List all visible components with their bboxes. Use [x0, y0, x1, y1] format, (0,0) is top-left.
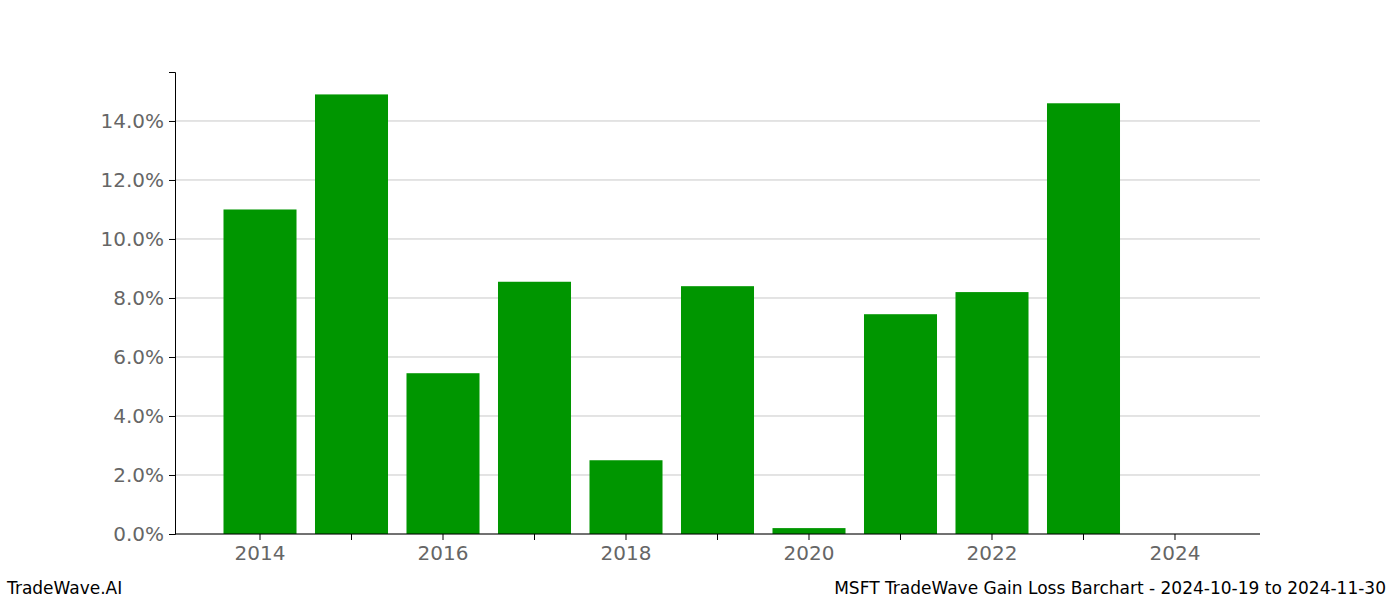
bar [681, 286, 754, 534]
bar [864, 314, 937, 534]
x-tick-mark [1083, 534, 1084, 540]
y-tick-label: 10.0% [100, 227, 164, 251]
y-tick-label: 2.0% [113, 463, 164, 487]
x-tick-label: 2018 [601, 541, 652, 565]
x-tick-mark [808, 534, 809, 540]
y-tick: 14.0% [100, 109, 175, 133]
bar [1047, 103, 1120, 534]
y-axis-line [169, 73, 176, 535]
x-tick-mark [443, 534, 444, 540]
x-tick-label: 2014 [235, 541, 286, 565]
x-tick: 2014 [235, 534, 286, 565]
bar [498, 282, 571, 534]
x-tick: 2020 [784, 534, 835, 565]
x-tick: 2018 [601, 534, 652, 565]
bar [955, 292, 1028, 534]
bar [223, 209, 296, 534]
x-tick-label: 2016 [418, 541, 469, 565]
x-tick [534, 534, 535, 540]
y-tick-label: 12.0% [100, 168, 164, 192]
y-tick: 0.0% [113, 522, 175, 546]
y-tick-label: 0.0% [113, 522, 164, 546]
y-tick-label: 8.0% [113, 286, 164, 310]
x-tick [1083, 534, 1084, 540]
x-tick: 2022 [967, 534, 1018, 565]
y-tick-mark [169, 180, 175, 181]
y-tick-label: 14.0% [100, 109, 164, 133]
bar [406, 373, 479, 534]
y-tick-mark [169, 475, 175, 476]
x-tick [351, 534, 352, 540]
x-tick [900, 534, 901, 540]
annotation: TradeWave.AI [6, 578, 122, 598]
x-tick-mark [900, 534, 901, 540]
bars [223, 94, 1120, 534]
x-tick-label: 2022 [967, 541, 1018, 565]
y-tick-label: 4.0% [113, 404, 164, 428]
y-tick: 10.0% [100, 227, 175, 251]
y-tick: 8.0% [113, 286, 175, 310]
x-tick-mark [717, 534, 718, 540]
x-axis: 2014 2016 2018 2020 2022 2024 [175, 534, 1260, 565]
bar [589, 460, 662, 534]
y-tick: 12.0% [100, 168, 175, 192]
bar [772, 528, 845, 534]
x-tick [717, 534, 718, 540]
y-tick-mark [169, 416, 175, 417]
y-tick: 4.0% [113, 404, 175, 428]
chart: 0.0%2.0%4.0%6.0%8.0%10.0%12.0%14.0%20142… [0, 0, 1400, 600]
y-tick-mark [169, 298, 175, 299]
bar [315, 94, 388, 534]
y-tick-mark [169, 357, 175, 358]
x-tick-mark [260, 534, 261, 540]
x-tick-mark [991, 534, 992, 540]
x-tick-mark [626, 534, 627, 540]
x-tick-mark [534, 534, 535, 540]
y-tick: 6.0% [113, 345, 175, 369]
x-tick-label: 2020 [784, 541, 835, 565]
y-tick-mark [169, 534, 175, 535]
y-tick-mark [169, 121, 175, 122]
y-tick: 2.0% [113, 463, 175, 487]
x-tick: 2016 [418, 534, 469, 565]
x-tick-mark [1174, 534, 1175, 540]
y-tick-label: 6.0% [113, 345, 164, 369]
x-tick-mark [351, 534, 352, 540]
title: MSFT TradeWave Gain Loss Barchart - 2024… [834, 578, 1386, 598]
x-tick-label: 2024 [1150, 541, 1201, 565]
x-tick: 2024 [1150, 534, 1201, 565]
y-tick-mark [169, 239, 175, 240]
y-axis: 0.0% 2.0% 4.0% 6.0% 8.0% 10.0% 12.0% 14.0% [100, 73, 175, 546]
